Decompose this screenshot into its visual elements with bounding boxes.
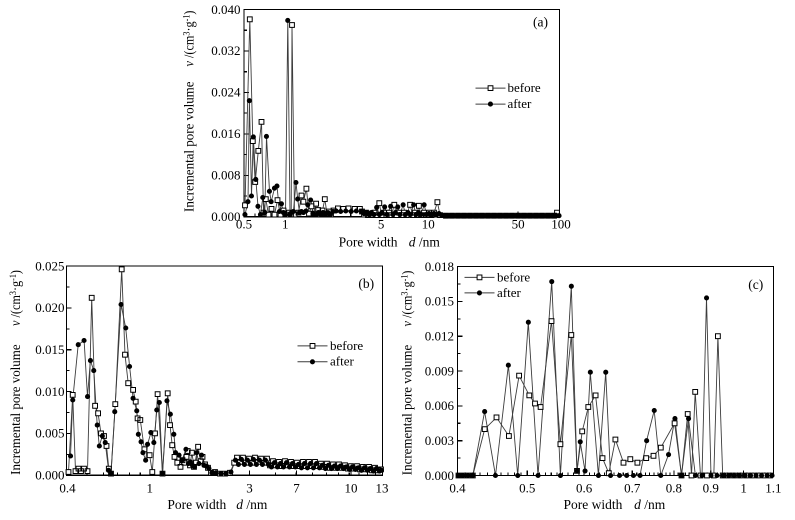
svg-text:0.4: 0.4: [449, 480, 466, 495]
svg-text:Incremental pore volume: Incremental pore volume: [400, 345, 415, 476]
svg-text:Pore width: Pore width: [564, 497, 623, 512]
svg-text:v /(cm3·g-1): v /(cm3·g-1): [400, 271, 415, 327]
svg-text:Pore width: Pore width: [339, 234, 398, 249]
svg-text:0.5: 0.5: [236, 217, 252, 232]
svg-text:0.000: 0.000: [211, 209, 240, 224]
svg-text:0.000: 0.000: [425, 468, 454, 483]
svg-text:13: 13: [376, 480, 389, 495]
svg-text:0.016: 0.016: [211, 126, 241, 141]
svg-text:10: 10: [345, 480, 358, 495]
svg-text:0.020: 0.020: [35, 300, 64, 315]
svg-text:Incremental pore volume: Incremental pore volume: [8, 344, 23, 475]
svg-text:before: before: [508, 80, 541, 95]
svg-text:1: 1: [740, 480, 747, 495]
svg-text:d /nm: d /nm: [236, 497, 268, 512]
svg-text:5: 5: [378, 217, 385, 232]
svg-text:after: after: [508, 96, 532, 111]
svg-text:0.009: 0.009: [425, 363, 454, 378]
svg-text:3: 3: [246, 480, 253, 495]
svg-text:Incremental pore volume: Incremental pore volume: [182, 81, 197, 212]
svg-text:0.5: 0.5: [519, 480, 535, 495]
svg-text:0.000: 0.000: [35, 468, 64, 483]
svg-text:0.6: 0.6: [576, 480, 593, 495]
svg-text:1: 1: [282, 217, 289, 232]
svg-text:1: 1: [147, 480, 154, 495]
svg-text:0.005: 0.005: [35, 426, 64, 441]
svg-text:0.040: 0.040: [211, 2, 240, 17]
svg-text:10: 10: [422, 217, 435, 232]
svg-text:0.032: 0.032: [211, 43, 240, 58]
svg-text:0.008: 0.008: [211, 168, 240, 183]
svg-text:(b): (b): [358, 276, 374, 291]
svg-text:0.003: 0.003: [425, 433, 454, 448]
svg-text:0.4: 0.4: [59, 480, 76, 495]
svg-text:0.025: 0.025: [35, 258, 64, 273]
svg-text:Pore width: Pore width: [167, 497, 226, 512]
svg-text:0.010: 0.010: [35, 384, 64, 399]
svg-text:v /(cm3·g-1): v /(cm3·g-1): [182, 11, 197, 67]
svg-text:after: after: [330, 354, 354, 369]
svg-text:(c): (c): [748, 277, 763, 292]
svg-text:before: before: [497, 269, 530, 284]
svg-text:7: 7: [293, 480, 300, 495]
svg-text:0.006: 0.006: [425, 398, 455, 413]
svg-text:0.015: 0.015: [35, 342, 64, 357]
svg-text:0.018: 0.018: [425, 259, 454, 274]
svg-text:1.1: 1.1: [765, 480, 781, 495]
svg-text:50: 50: [512, 217, 525, 232]
svg-text:d /nm: d /nm: [634, 497, 666, 512]
svg-text:0.9: 0.9: [703, 480, 719, 495]
svg-text:d /nm: d /nm: [409, 234, 441, 249]
svg-text:after: after: [497, 285, 521, 300]
svg-text:(a): (a): [533, 15, 548, 30]
svg-text:before: before: [330, 338, 363, 353]
svg-text:0.8: 0.8: [666, 480, 682, 495]
svg-text:100: 100: [551, 217, 571, 232]
svg-text:0.015: 0.015: [425, 294, 454, 309]
svg-text:v /(cm3·g-1): v /(cm3·g-1): [8, 270, 23, 326]
svg-text:0.012: 0.012: [425, 329, 454, 344]
svg-text:0.7: 0.7: [624, 480, 641, 495]
svg-text:0.024: 0.024: [211, 85, 241, 100]
